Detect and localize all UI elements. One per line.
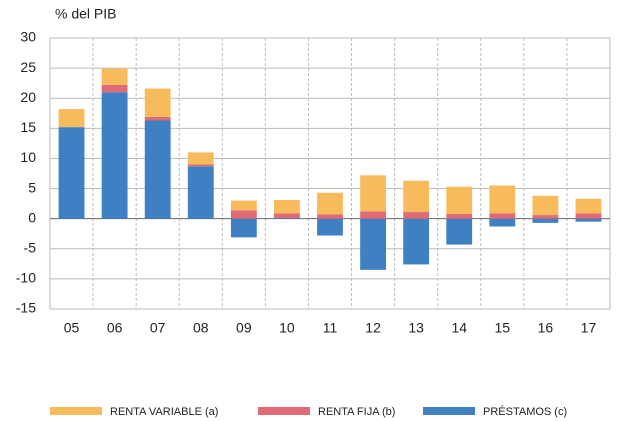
legend-label: RENTA VARIABLE (a) <box>110 406 218 418</box>
bar-segment <box>230 218 257 238</box>
y-tick-label: -10 <box>16 270 36 286</box>
bar-segment <box>274 199 300 214</box>
legend-swatch <box>50 407 102 415</box>
y-tick-label: 5 <box>28 179 36 195</box>
legend-label: PRÉSTAMOS (c) <box>483 405 567 418</box>
x-tick-label: 11 <box>323 320 338 336</box>
bar-segment <box>489 218 516 227</box>
legend-swatch <box>258 407 310 415</box>
bar-segment <box>144 88 171 117</box>
x-tick-label: 14 <box>451 320 467 336</box>
x-tick-label: 06 <box>107 320 123 336</box>
x-tick-label: 15 <box>495 320 511 336</box>
bar-segment <box>575 218 602 222</box>
bar-segment <box>230 200 257 211</box>
bar-segment <box>101 68 128 85</box>
bar-segment <box>360 211 386 219</box>
x-tick-label: 13 <box>408 320 424 336</box>
legend-label: RENTA FIJA (b) <box>318 406 395 418</box>
x-tick-label: 09 <box>236 320 252 336</box>
bar-segment <box>532 218 559 223</box>
y-tick-label: 10 <box>20 149 36 165</box>
bar-segment <box>446 218 473 245</box>
bar-segment <box>489 213 516 219</box>
bar-segment <box>403 212 430 219</box>
bar-segment <box>360 218 386 270</box>
y-tick-label: 20 <box>20 89 36 105</box>
bar-segment <box>446 213 473 219</box>
bar-segment <box>403 218 430 265</box>
x-tick-label: 05 <box>64 320 80 336</box>
bar-segment <box>317 218 343 236</box>
bar-segment <box>360 175 386 212</box>
bar-segment <box>274 213 300 219</box>
bar-segment <box>446 186 473 214</box>
x-tick-label: 17 <box>581 320 597 336</box>
x-tick-label: 07 <box>150 320 166 336</box>
bar-segment <box>187 166 214 219</box>
x-tick-label: 16 <box>538 320 554 336</box>
y-tick-label: -5 <box>24 239 37 255</box>
bar-segment <box>532 215 559 219</box>
bar-segment <box>274 218 300 219</box>
bar-segment <box>575 213 602 219</box>
y-tick-label: -15 <box>16 300 36 316</box>
y-axis-title: % del PIB <box>55 6 116 22</box>
bar-segment <box>575 198 602 214</box>
legend-swatch <box>423 407 475 415</box>
y-tick-label: 25 <box>20 59 36 75</box>
bar-segment <box>58 127 85 219</box>
x-tick-label: 12 <box>365 320 381 336</box>
bar-segment <box>187 152 214 165</box>
bar-segment <box>317 192 343 215</box>
x-tick-label: 10 <box>279 320 295 336</box>
y-tick-label: 15 <box>20 119 36 135</box>
y-tick-label: 30 <box>20 29 36 45</box>
bar-segment <box>489 185 516 214</box>
bar-segment <box>230 210 257 219</box>
bar-segment <box>58 109 85 128</box>
bar-segment <box>144 116 171 121</box>
x-tick-label: 08 <box>193 320 209 336</box>
bar-segment <box>101 84 128 93</box>
bar-segment <box>187 164 214 167</box>
bar-segment <box>101 92 128 219</box>
bar-segment <box>144 120 171 219</box>
bar-segment <box>532 195 559 216</box>
y-tick-label: 0 <box>28 209 36 225</box>
bar-segment <box>317 214 343 219</box>
bar-segment <box>403 180 430 213</box>
